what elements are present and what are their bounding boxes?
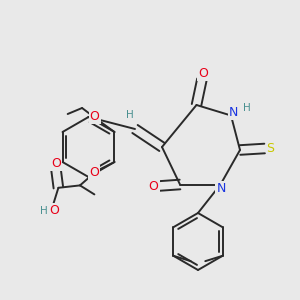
Text: O: O	[90, 110, 100, 124]
Text: O: O	[89, 166, 99, 179]
Text: H: H	[126, 110, 134, 120]
Text: S: S	[267, 142, 274, 155]
Text: N: N	[229, 106, 238, 119]
Text: N: N	[216, 182, 226, 195]
Text: O: O	[51, 157, 61, 170]
Text: O: O	[199, 67, 208, 80]
Text: H: H	[40, 206, 48, 216]
Text: H: H	[243, 103, 250, 113]
Text: O: O	[50, 204, 59, 217]
Text: O: O	[149, 180, 158, 193]
